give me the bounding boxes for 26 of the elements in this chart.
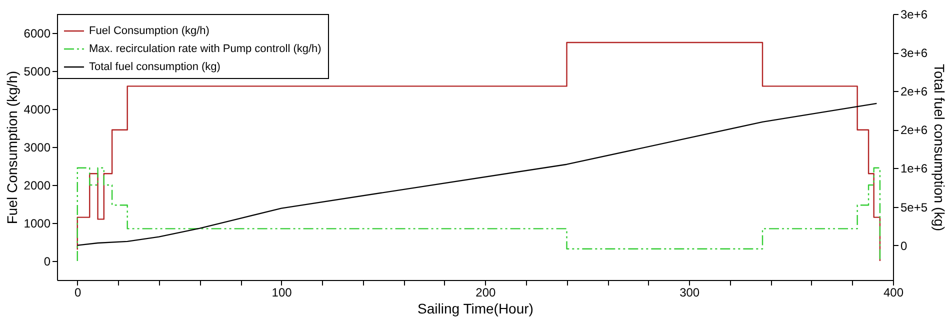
line-series [76,102,878,246]
x-tick-label: 100 [272,286,292,300]
x-tick-label: 300 [680,286,700,300]
y2-tick-label: 2e+6 [900,123,928,138]
y2-tick-label: 0 [900,238,908,253]
y2-tick-label: 5e+5 [900,200,928,214]
y-tick-label: 1000 [24,216,51,230]
legend-label: Fuel Consumption (kg/h) [89,25,210,37]
y-tick-label: 0 [44,254,51,268]
y2-axis-title: Total fuel consumption (kg) [932,64,948,232]
y2-tick-label: 2e+6 [900,84,928,99]
legend-label: Max. recirculation rate with Pump controll (kg/h) [89,43,322,55]
x-tick-label: 400 [883,286,904,300]
y-tick-label: 2000 [24,178,51,192]
x-axis-title: Sailing Time(Hour) [418,300,534,316]
y2-tick-label: 1e+6 [900,162,928,176]
y2-tick-label: 3e+6 [900,46,928,60]
legend-label: Total fuel consumption (kg) [89,61,220,73]
x-tick-label: 200 [476,286,496,300]
y2-tick-label: 3e+6 [900,8,928,22]
x-tick-label: 0 [74,286,82,300]
y-tick-label: 6000 [24,26,51,40]
y-axis-title: Fuel Consumption (kg/h) [4,70,20,224]
y-tick-label: 3000 [24,140,51,154]
y-tick-label: 4000 [24,102,51,116]
y-tick-label: 5000 [24,64,51,78]
